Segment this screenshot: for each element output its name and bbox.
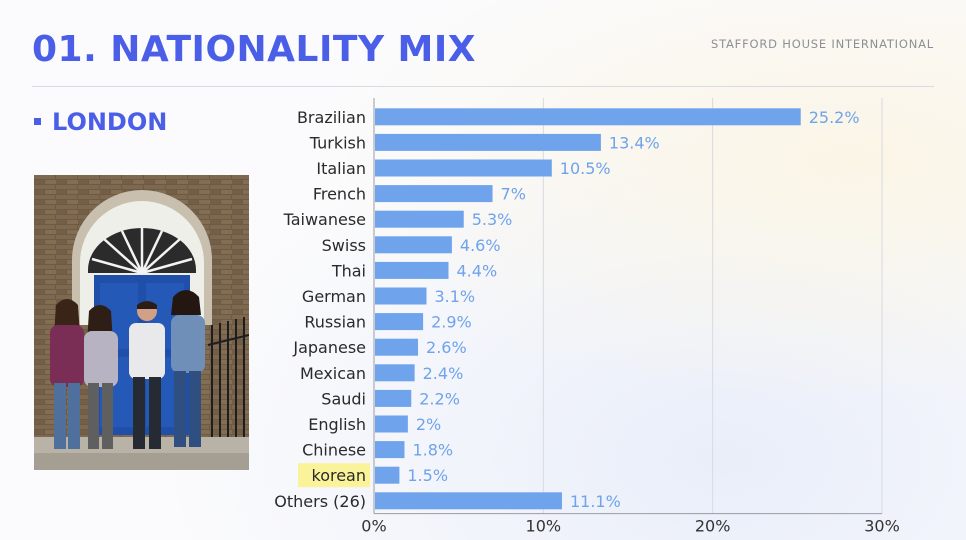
x-tick-label: 30%	[864, 517, 900, 536]
data-bar	[375, 287, 427, 305]
value-label: 1.5%	[407, 466, 448, 485]
header-divider	[32, 86, 934, 87]
data-bar	[375, 466, 400, 484]
category-label: Italian	[316, 159, 366, 178]
category-label: French	[313, 185, 366, 204]
x-tick-label: 20%	[695, 517, 731, 536]
location-label: LONDON	[52, 108, 168, 136]
category-label: Thai	[331, 261, 366, 280]
category-highlight	[298, 463, 370, 488]
value-label: 1.8%	[412, 441, 453, 460]
data-bar	[375, 133, 601, 151]
value-label: 4.6%	[460, 236, 501, 255]
value-label: 2.9%	[431, 313, 472, 332]
category-label: korean	[312, 466, 367, 485]
value-label: 5.3%	[472, 210, 513, 229]
category-label: Saudi	[321, 389, 366, 408]
value-label: 3.1%	[434, 287, 475, 306]
value-label: 10.5%	[560, 159, 611, 178]
bullet-icon	[34, 117, 41, 125]
data-bar	[375, 236, 452, 254]
chart-labels: 0% 10% 20% 30% Brazilian 25.2% Turkish 13.4% Ita…	[274, 108, 899, 536]
value-label: 7%	[501, 185, 526, 204]
data-bar	[375, 338, 419, 356]
value-label: 4.4%	[457, 261, 498, 280]
x-tick-label: 0%	[361, 517, 386, 536]
value-label: 2.4%	[423, 364, 464, 383]
data-bar	[375, 441, 405, 459]
category-label: Japanese	[292, 338, 366, 357]
category-label: English	[308, 415, 366, 434]
data-bar	[375, 389, 412, 407]
category-label: Taiwanese	[283, 210, 366, 229]
category-label: Others (26)	[274, 492, 366, 511]
category-label: Russian	[304, 313, 366, 332]
category-label: Swiss	[322, 236, 366, 255]
students-photo	[34, 175, 249, 470]
page-title: 01. NATIONALITY MIX	[32, 29, 477, 70]
location-heading: LONDON	[34, 106, 167, 138]
value-label: 13.4%	[609, 133, 660, 152]
category-label: Turkish	[309, 133, 366, 152]
data-bar	[375, 313, 424, 331]
chart-gridlines	[373, 98, 883, 515]
data-bar	[375, 261, 449, 279]
value-label: 2%	[416, 415, 441, 434]
category-label: Mexican	[300, 364, 366, 383]
data-bar	[375, 364, 415, 382]
x-tick-label: 10%	[526, 517, 562, 536]
value-label: 2.2%	[419, 389, 460, 408]
brand-name: STAFFORD HOUSE INTERNATIONAL	[710, 37, 934, 51]
value-label: 25.2%	[809, 108, 860, 127]
data-bar	[375, 415, 408, 433]
nationality-bar-chart: 0% 10% 20% 30% Brazilian 25.2% Turkish 13.4% Ita…	[274, 98, 900, 536]
value-label: 2.6%	[426, 338, 467, 357]
category-label: Chinese	[302, 441, 366, 460]
value-label: 11.1%	[570, 492, 621, 511]
photo-illustration	[34, 175, 249, 470]
data-bar	[375, 210, 464, 228]
data-bar	[375, 492, 562, 510]
category-label: German	[302, 287, 366, 306]
data-bar	[375, 185, 493, 203]
category-label: Brazilian	[297, 108, 366, 127]
chart-bars	[375, 108, 801, 510]
data-bar	[375, 159, 552, 177]
data-bar	[375, 108, 801, 126]
